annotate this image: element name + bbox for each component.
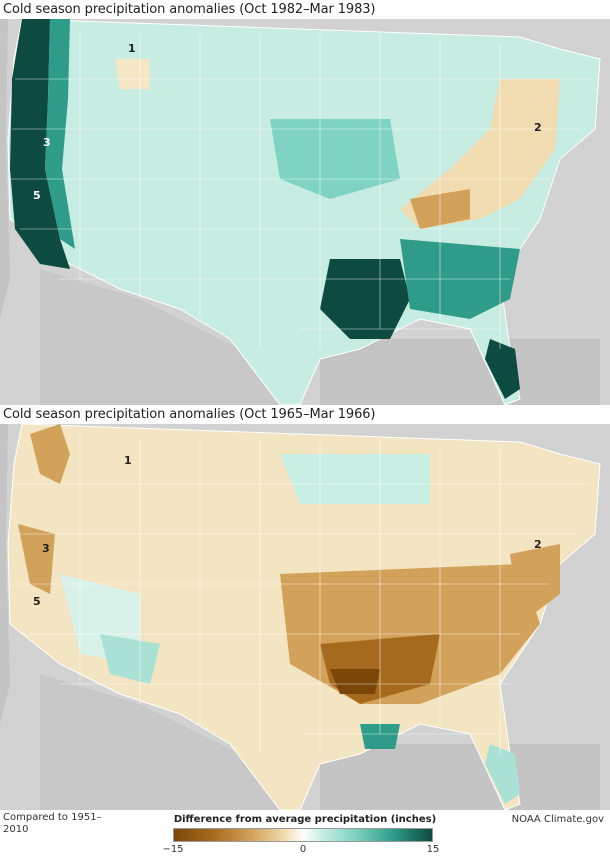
legend-title: Difference from average precipitation (i… <box>173 814 437 825</box>
region-label-3: 3 <box>43 136 51 149</box>
legend-tick-min: −15 <box>162 844 184 855</box>
pacific-ocean <box>0 424 10 724</box>
map-title-1982: Cold season precipitation anomalies (Oct… <box>3 2 376 17</box>
map-title-1965: Cold season precipitation anomalies (Oct… <box>3 407 376 422</box>
florida-wet <box>485 339 520 399</box>
climate-division-lines <box>10 29 590 349</box>
mexico-land <box>40 269 300 405</box>
legend-tick-zero: 0 <box>299 844 307 855</box>
region-label-1: 1 <box>128 42 136 55</box>
legend-tick-max: 15 <box>426 844 440 855</box>
west-coast-very-wet <box>10 19 70 269</box>
mexico-land <box>40 674 300 810</box>
region-label-2: 2 <box>534 538 542 551</box>
us-choropleth-1982: 1 2 3 5 <box>0 19 610 405</box>
mississippi-extreme-dry <box>330 669 380 694</box>
baseline-note: Compared to 1951–2010 <box>3 812 102 835</box>
us-choropleth-1965: 1 2 3 5 <box>0 424 610 810</box>
louisiana-wet <box>360 724 400 749</box>
arizona-wet <box>100 634 160 684</box>
california-dry <box>18 524 55 594</box>
precip-map-1965-1966: 1 2 3 5 <box>0 424 610 810</box>
credit-text: NOAA Climate.gov <box>511 814 604 825</box>
region-label-3: 3 <box>42 542 50 555</box>
florida-wet <box>485 744 520 804</box>
precip-map-1982-1983: 1 2 3 5 <box>0 19 610 405</box>
pacific-ocean <box>0 19 10 319</box>
region-label-5: 5 <box>33 189 41 202</box>
montana-dry-spot <box>115 59 150 89</box>
region-label-2: 2 <box>534 121 542 134</box>
pacific-northwest-dry <box>30 424 70 484</box>
west-coast-wet <box>45 19 75 249</box>
climate-division-lines <box>10 434 590 754</box>
region-label-5: 5 <box>33 595 41 608</box>
gulf-of-mexico <box>320 744 600 810</box>
upper-midwest-wet <box>280 454 430 504</box>
legend-color-bar <box>173 828 433 842</box>
region-label-1: 1 <box>124 454 132 467</box>
gulf-of-mexico <box>320 339 600 405</box>
